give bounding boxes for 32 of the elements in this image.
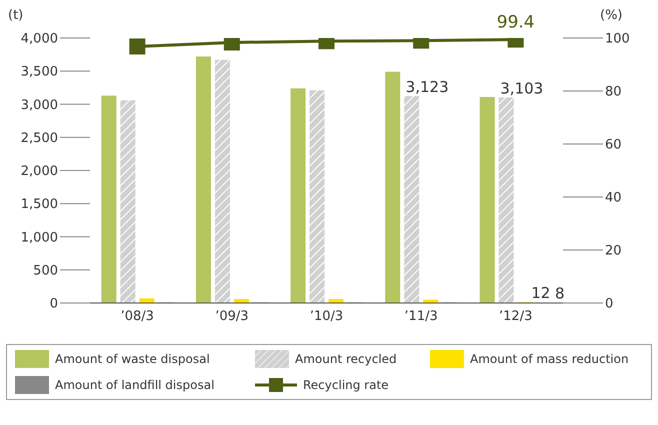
x-tick-label: ’10/3 [310, 309, 344, 324]
legend-label: Amount recycled [295, 352, 397, 366]
data-label: 12 [531, 284, 550, 302]
y2-tick-label: 80 [605, 84, 622, 100]
x-tick-label: ’12/3 [499, 309, 532, 324]
y-tick-label: 3,500 [20, 64, 58, 80]
legend-label: Amount of landfill disposal [55, 378, 214, 392]
legend-label: Amount of mass reduction [470, 352, 629, 366]
y2-tick-label: 100 [605, 32, 630, 47]
y2-tick-label: 40 [605, 190, 622, 206]
data-label: 3,103 [500, 79, 544, 98]
y2-tick-label: 20 [605, 244, 622, 259]
x-tick-label: ’09/3 [215, 309, 249, 324]
y-tick-label: 0 [50, 296, 58, 312]
data-label: 3,123 [406, 78, 449, 96]
y2-tick-label: 60 [605, 138, 622, 153]
data-label: 8 [554, 284, 565, 302]
y2-tick-label: 0 [605, 296, 614, 312]
y2-axis-title: (%) [600, 8, 622, 23]
legend-label: Amount of waste disposal [55, 352, 210, 366]
data-label: 99.4 [496, 12, 535, 33]
y-tick-label: 3,000 [20, 98, 58, 113]
legend-label: Recycling rate [303, 378, 389, 392]
y-tick-label: 1,500 [20, 197, 58, 212]
y-tick-label: 4,000 [20, 32, 58, 47]
y-tick-label: 2,500 [20, 130, 58, 146]
x-tick-label: ’08/3 [120, 309, 154, 324]
y-tick-label: 1,000 [20, 230, 58, 246]
y-tick-label: 2,000 [20, 164, 58, 180]
y-axis-title: (t) [8, 8, 24, 23]
x-tick-label: ’11/3 [404, 309, 438, 324]
y-tick-label: 500 [33, 263, 58, 278]
